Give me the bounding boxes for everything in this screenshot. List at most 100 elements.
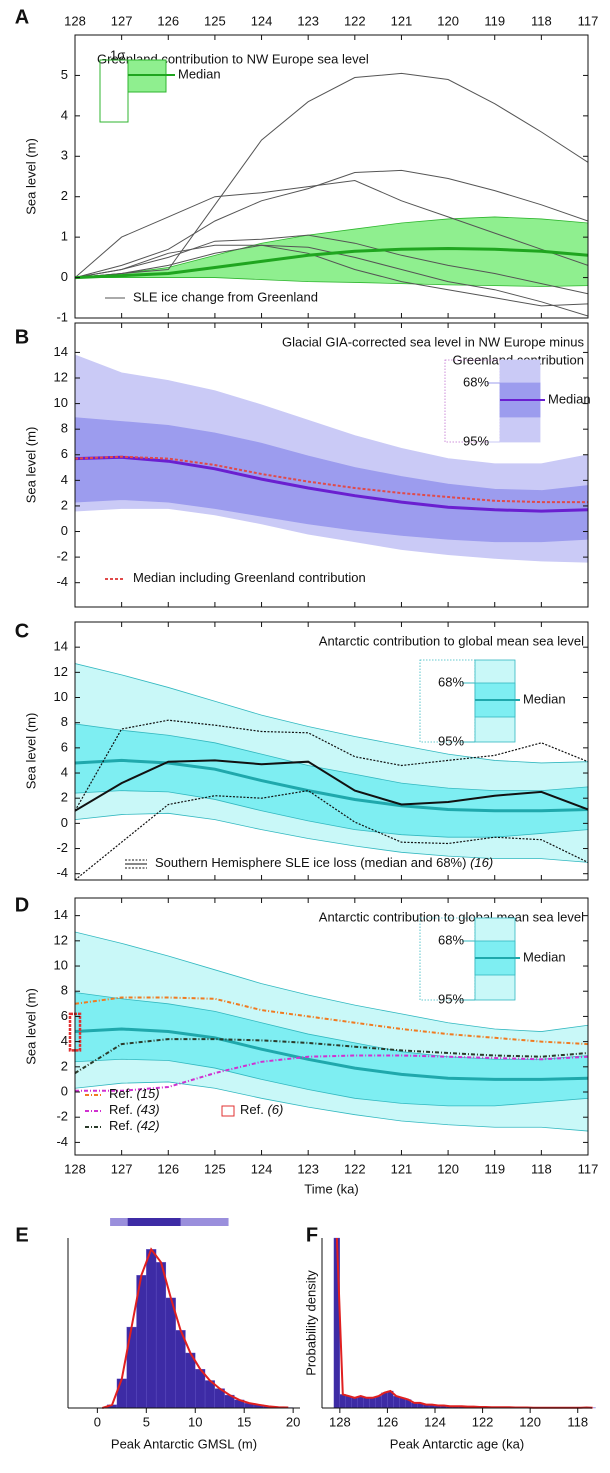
ice-line xyxy=(75,244,588,307)
median-line xyxy=(75,758,588,813)
x-tick-label: 126 xyxy=(157,13,179,28)
x-tick-label: 127 xyxy=(111,13,133,28)
legend-ref: (16) xyxy=(470,855,493,870)
x-tick-label: 0 xyxy=(94,1414,101,1429)
y-tick-label: 8 xyxy=(61,983,68,998)
hist-bar xyxy=(175,1330,186,1409)
y-tick-label: 6 xyxy=(61,446,68,461)
plot-frame xyxy=(74,322,589,608)
median-line xyxy=(75,455,588,513)
hist-bar xyxy=(339,1394,346,1409)
x-tick-label: 120 xyxy=(437,13,459,28)
hist-bar xyxy=(146,1249,157,1409)
y-axis-label: Sea level (m) xyxy=(23,427,38,504)
panel-label: F xyxy=(306,1224,318,1246)
legend-band-label: 95% xyxy=(438,733,464,748)
x-tick-label: 126 xyxy=(377,1414,399,1429)
hist-bar xyxy=(155,1262,167,1409)
y-tick-label: 6 xyxy=(61,739,68,754)
y-tick-label: 0 xyxy=(61,269,68,284)
legend-bracket xyxy=(419,917,476,1001)
hist-bar xyxy=(345,1395,352,1409)
legend-band-label: 68% xyxy=(463,374,489,389)
band xyxy=(75,417,588,543)
x-tick-label: 126 xyxy=(157,1161,179,1176)
y-tick-label: 0 xyxy=(61,1083,68,1098)
y-tick-label: 0 xyxy=(61,523,68,538)
plot-area xyxy=(75,72,588,317)
x-tick-label: 124 xyxy=(424,1414,446,1429)
y-tick-label: -4 xyxy=(56,574,68,589)
y-tick-label: 2 xyxy=(61,790,68,805)
legend-ref: (6) xyxy=(267,1102,283,1117)
x-tick-label: 121 xyxy=(391,1161,413,1176)
x-tick-label: 10 xyxy=(188,1414,202,1429)
x-tick-label: 128 xyxy=(329,1414,351,1429)
legend-label: Southern Hemisphere SLE ice loss (median… xyxy=(155,855,493,870)
x-tick-label: 117 xyxy=(578,13,599,28)
legend-label: Ref. (42) xyxy=(109,1118,160,1133)
x-tick-label: 127 xyxy=(111,1161,133,1176)
y-tick-label: -4 xyxy=(56,1134,68,1149)
y-tick-label: 12 xyxy=(54,664,68,679)
hist-bar xyxy=(126,1326,137,1409)
y-tick-label: 14 xyxy=(54,639,68,654)
x-tick-label: 118 xyxy=(531,1161,552,1176)
x-tick-label: 124 xyxy=(251,1161,273,1176)
x-axis-label: Time (ka) xyxy=(304,1181,358,1196)
legend-median-label: Median xyxy=(523,949,566,964)
y-tick-label: 2 xyxy=(61,188,68,203)
hist-bar xyxy=(375,1395,382,1409)
y-tick-label: 10 xyxy=(54,395,68,410)
legend-ref: (15) xyxy=(136,1086,159,1101)
x-axis-label: Peak Antarctic GMSL (m) xyxy=(111,1436,257,1451)
legend-name: Ref. xyxy=(240,1102,264,1117)
x-tick-label: 117 xyxy=(578,1161,599,1176)
legend-box xyxy=(221,1105,235,1117)
legend-name: Ref. xyxy=(109,1102,133,1117)
legend-label: SLE ice change from Greenland xyxy=(133,289,318,304)
y-axis-label: Sea level (m) xyxy=(23,988,38,1065)
interval-bar xyxy=(127,1218,181,1226)
y-tick-label: 12 xyxy=(54,932,68,947)
x-tick-label: 119 xyxy=(484,1161,505,1176)
sh-ice-median xyxy=(75,759,588,812)
plot-frame xyxy=(74,897,589,1156)
x-tick-label: 125 xyxy=(204,13,226,28)
legend-bracket xyxy=(419,659,476,743)
legend-name: Southern Hemisphere SLE ice loss (median… xyxy=(155,855,466,870)
x-tick-label: 15 xyxy=(237,1414,251,1429)
legend-name: Median including Greenland contribution xyxy=(133,570,366,585)
x-tick-label: 118 xyxy=(531,13,552,28)
y-tick-label: 2 xyxy=(61,1058,68,1073)
y-tick-label: -2 xyxy=(56,549,68,564)
legend-bracket xyxy=(99,59,129,123)
x-tick-label: 125 xyxy=(204,1161,226,1176)
y-tick-label: -2 xyxy=(56,840,68,855)
overlay-line xyxy=(75,455,588,504)
chart-title: Glacial GIA-corrected sea level in NW Eu… xyxy=(282,334,585,349)
plot-frame xyxy=(74,621,589,881)
legend-band-label: 68% xyxy=(438,932,464,947)
y-tick-label: 0 xyxy=(61,815,68,830)
panel-label: A xyxy=(15,6,29,28)
x-axis-label: Peak Antarctic age (ka) xyxy=(390,1436,524,1451)
median-line xyxy=(75,1027,588,1081)
y-tick-label: 4 xyxy=(61,764,68,779)
legend-band-label: 95% xyxy=(463,433,489,448)
plot-area xyxy=(75,663,588,880)
hist-bar xyxy=(357,1395,364,1409)
y-tick-label: -2 xyxy=(56,1109,68,1124)
x-tick-label: 124 xyxy=(251,13,273,28)
legend-band-label: 68% xyxy=(438,674,464,689)
y-tick-label: 4 xyxy=(61,472,68,487)
y-axis-label: Sea level (m) xyxy=(23,138,38,215)
hist-bar xyxy=(116,1378,127,1409)
legend-median-label: Median xyxy=(523,691,566,706)
y-tick-label: 2 xyxy=(61,497,68,512)
x-tick-label: 123 xyxy=(297,1161,319,1176)
chart-title: Antarctic contribution to global mean se… xyxy=(319,633,584,648)
y-tick-label: 4 xyxy=(61,1033,68,1048)
panel-label: D xyxy=(15,894,29,916)
